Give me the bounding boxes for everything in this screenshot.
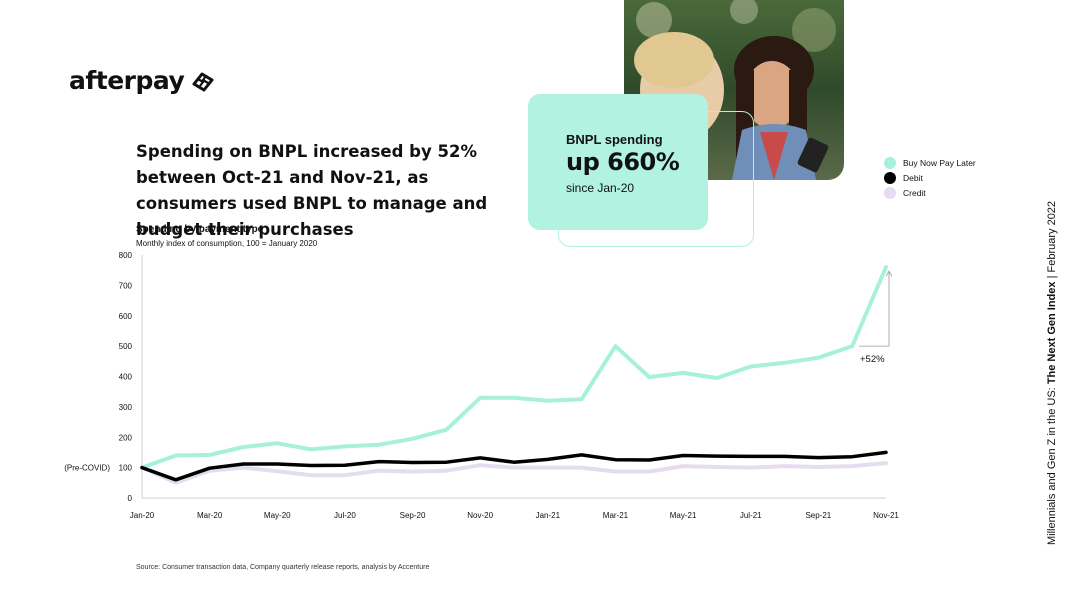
chart-title: Spending by payment type <box>136 224 264 235</box>
x-tick-label: Sep-21 <box>805 511 831 520</box>
callout-label: BNPL spending <box>566 132 663 147</box>
series-line-bnpl <box>140 265 888 470</box>
y-tick-label: 400 <box>119 373 133 382</box>
annotation-label: +52% <box>860 354 885 365</box>
chart-subtitle: Monthly index of consumption, 100 = Janu… <box>136 239 318 248</box>
page-headline: Spending on BNPL increased by 52% betwee… <box>136 142 488 239</box>
y-tick-label: 600 <box>119 312 133 321</box>
legend-dot-credit <box>884 186 896 199</box>
callout-value: up 660% <box>566 148 680 176</box>
x-tick-label: May-21 <box>670 511 697 520</box>
side-publication-note: Millennials and Gen Z in the US: The Nex… <box>1046 201 1058 545</box>
annotation-arrow-head <box>885 270 893 277</box>
x-tick-label: Nov-20 <box>467 511 493 520</box>
x-tick-label: May-20 <box>264 511 291 520</box>
side-note-prefix: Millennials and Gen Z in the US: <box>1046 387 1058 545</box>
chart-legend: Buy Now Pay Later Debit Credit <box>884 155 976 200</box>
x-tick-label: Mar-20 <box>197 511 223 520</box>
x-tick-label: Nov-21 <box>873 511 899 520</box>
y-tick-label: 800 <box>119 251 133 260</box>
y-tick-label: 500 <box>119 342 133 351</box>
source-note: Source: Consumer transaction data, Compa… <box>136 564 430 571</box>
afterpay-logo: afterpay <box>69 66 218 95</box>
legend-item-debit: Debit <box>884 170 976 185</box>
legend-dot-bnpl <box>884 156 896 169</box>
side-note-separator: | <box>1046 275 1058 279</box>
x-tick-label: Jan-20 <box>130 511 155 520</box>
y-tick-label: 300 <box>119 403 133 412</box>
x-tick-label: Sep-20 <box>400 511 426 520</box>
legend-label-bnpl: Buy Now Pay Later <box>903 157 976 168</box>
legend-label-credit: Credit <box>903 187 926 198</box>
side-note-title: The Next Gen Index <box>1046 281 1058 385</box>
x-tick-label: Mar-21 <box>603 511 629 520</box>
series-line-debit <box>140 450 888 482</box>
callout-subtext: since Jan-20 <box>566 181 635 195</box>
afterpay-arrows-icon <box>192 72 214 91</box>
legend-item-bnpl: Buy Now Pay Later <box>884 155 976 170</box>
x-tick-label: Jan-21 <box>536 511 561 520</box>
y-tick-label: 100 <box>119 464 133 473</box>
baseline-label: (Pre-COVID) <box>64 464 110 473</box>
legend-dot-debit <box>884 171 896 184</box>
y-tick-label: 700 <box>119 281 133 290</box>
legend-label-debit: Debit <box>903 172 923 183</box>
bnpl-callout-card: BNPL spending up 660% since Jan-20 <box>528 94 708 230</box>
logo-text: afterpay <box>69 66 185 95</box>
side-note-date: February 2022 <box>1046 200 1058 273</box>
legend-item-credit: Credit <box>884 185 976 200</box>
y-tick-label: 0 <box>128 494 133 503</box>
x-tick-label: Jul-21 <box>740 511 762 520</box>
y-tick-label: 200 <box>119 433 133 442</box>
x-tick-label: Jul-20 <box>334 511 356 520</box>
series-line-credit <box>140 461 888 485</box>
